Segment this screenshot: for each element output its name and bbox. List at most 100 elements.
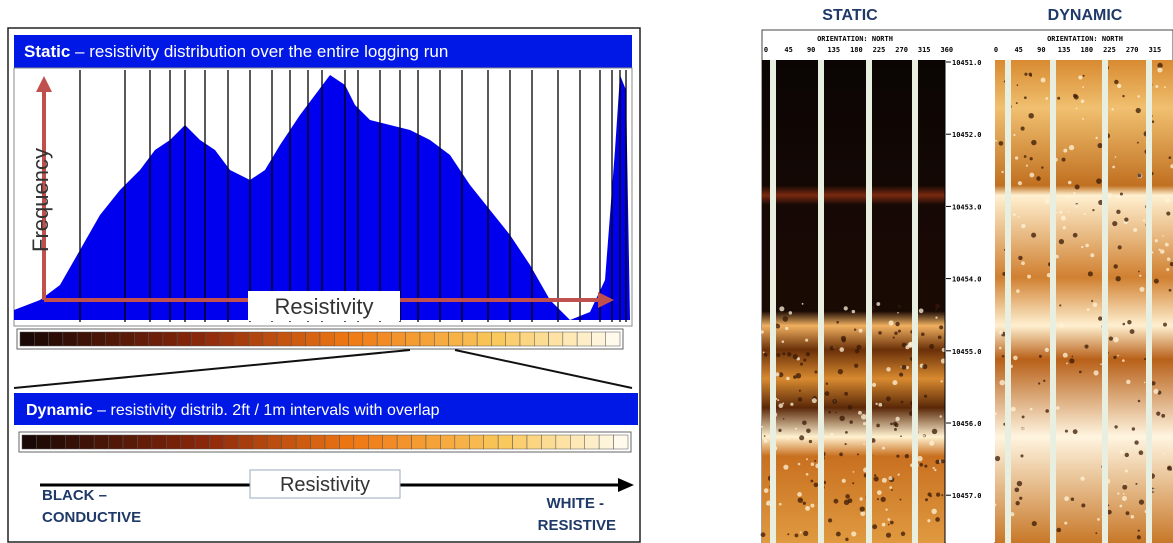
speck [1136, 431, 1138, 433]
speck [1122, 95, 1124, 97]
speck [798, 498, 803, 503]
speck [1084, 213, 1086, 215]
dynamic-rest: – resistivity distrib. 2ft / 1m interval… [97, 402, 439, 419]
speck [1161, 414, 1165, 418]
color-cell [277, 332, 291, 346]
speck [1162, 235, 1164, 237]
color-cell [253, 435, 267, 449]
speck [1059, 239, 1064, 244]
speck [1144, 358, 1146, 360]
speck [924, 395, 927, 398]
color-cell [206, 332, 220, 346]
speck [1057, 97, 1060, 100]
speck [803, 502, 806, 505]
color-cell [224, 435, 238, 449]
static-label: STATIC [822, 7, 878, 24]
speck [806, 352, 810, 356]
axis-label: Resistivity [280, 474, 370, 496]
speck [1082, 118, 1084, 120]
speck [1021, 224, 1025, 228]
speck [814, 460, 816, 462]
speck [1114, 425, 1117, 428]
color-cell [477, 332, 491, 346]
speck [764, 488, 769, 493]
speck [1075, 204, 1078, 207]
speck [863, 444, 865, 446]
color-bar [17, 329, 623, 349]
speck [1093, 302, 1098, 307]
speck [935, 304, 940, 309]
speck [800, 531, 802, 533]
speck [806, 473, 809, 476]
speck [803, 358, 806, 361]
speck [1116, 276, 1121, 281]
speck [1020, 454, 1023, 457]
color-cell [238, 435, 252, 449]
speck [1018, 256, 1022, 260]
speck [1088, 271, 1093, 276]
speck [857, 345, 862, 350]
speck [1137, 173, 1141, 177]
color-cell [368, 435, 382, 449]
speck [889, 486, 892, 489]
speck [1166, 211, 1170, 215]
color-cell [334, 332, 348, 346]
speck [905, 454, 909, 458]
speck [922, 364, 927, 369]
speck [1057, 528, 1062, 533]
speck [845, 431, 848, 434]
speck [828, 411, 831, 414]
speck [764, 353, 767, 356]
left-end-label: BLACK – [42, 487, 107, 504]
speck [1056, 406, 1060, 410]
color-cell [541, 435, 555, 449]
speck [893, 337, 895, 339]
degree-label: 180 [850, 46, 863, 54]
speck [1087, 308, 1090, 311]
speck [897, 312, 899, 314]
speck [814, 371, 817, 374]
speck [793, 354, 798, 359]
speck [999, 347, 1002, 350]
speck [1024, 96, 1027, 99]
speck [842, 479, 846, 483]
orientation-label: ORIENTATION: NORTH [1047, 35, 1123, 43]
color-cell [311, 435, 325, 449]
speck [940, 415, 942, 417]
speck [1063, 226, 1066, 229]
speck [863, 422, 866, 425]
color-cell [339, 435, 353, 449]
speck [1014, 487, 1019, 492]
depth-label: 10452.0 [952, 131, 982, 139]
speck [845, 494, 850, 499]
speck [1155, 239, 1158, 242]
speck [778, 429, 781, 432]
speck [1152, 489, 1155, 492]
speck [1153, 389, 1158, 394]
speck [900, 435, 902, 437]
speck [1096, 178, 1102, 184]
speck [1015, 501, 1019, 505]
speck [1090, 253, 1094, 257]
right-end-label: WHITE - [547, 495, 605, 512]
speck [999, 141, 1004, 146]
speck [1167, 257, 1171, 261]
page: Static – resistivity distribution over t… [0, 0, 1173, 543]
speck [876, 424, 880, 428]
degree-label: 270 [1126, 46, 1139, 54]
speck [1041, 166, 1043, 168]
speck [835, 412, 837, 414]
speck [810, 504, 814, 508]
color-cell [210, 435, 224, 449]
speck [1015, 156, 1018, 159]
speck [806, 458, 808, 460]
orientation-label: ORIENTATION: NORTH [817, 35, 893, 43]
speck [799, 390, 801, 392]
speck [1041, 439, 1044, 442]
speck [877, 490, 882, 495]
pad-gap [1050, 60, 1056, 543]
speck [787, 352, 791, 356]
speck [1059, 304, 1061, 306]
speck [1166, 268, 1169, 271]
speck [1097, 518, 1100, 521]
